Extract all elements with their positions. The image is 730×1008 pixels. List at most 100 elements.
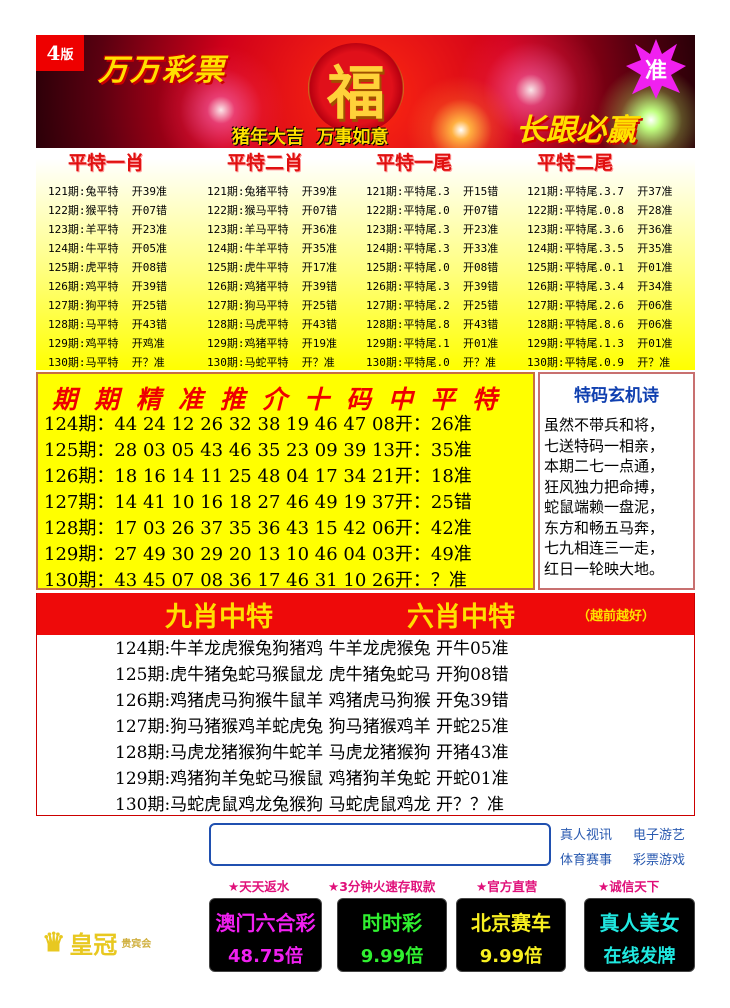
motto: 长跟必赢 bbox=[516, 113, 636, 148]
ten-code-row: 130期：43 45 07 08 36 17 46 31 10 26开：？准 bbox=[44, 570, 467, 591]
prediction-row: 127期:平特尾.2 开25错 bbox=[366, 299, 499, 312]
ten-code-row: 129期：27 49 30 29 20 13 10 46 04 03开：49准 bbox=[44, 544, 472, 565]
tag-rebate: ★天天返水 bbox=[228, 879, 290, 894]
prediction-row: 125期:虎平特 开08错 bbox=[48, 261, 167, 274]
poem-section: 特码玄机诗 虽然不带兵和将， 七送特码一相亲， 本期二七一点通， 狂风独力把命搏， 蛇鼠… bbox=[538, 372, 695, 590]
poem-line: 虽然不带兵和将， bbox=[544, 416, 665, 434]
crown-icon: ♛ bbox=[42, 927, 66, 958]
prediction-row: 130期:平特尾.0.9 开？准 bbox=[527, 356, 671, 369]
prediction-row: 127期:狗平特 开25错 bbox=[48, 299, 167, 312]
brand-title: 万万彩票 bbox=[98, 53, 226, 88]
zodiac-section: 九肖中特 六肖中特 （越前越好） 124期:牛羊龙虎猴兔狗猪鸡 牛羊龙虎猴兔 开… bbox=[36, 593, 695, 816]
poem-line: 东方和畅五马奔， bbox=[544, 518, 665, 537]
prediction-row: 126期:平特尾.3 开39错 bbox=[366, 280, 499, 293]
six-zodiac-title: 六肖中特 bbox=[407, 602, 515, 633]
promo-button-3[interactable]: 北京赛车 9.99倍 bbox=[456, 898, 566, 972]
prediction-row: 129期:鸡平特 开鸡准 bbox=[48, 337, 165, 350]
prediction-row: 124期:平特尾.3 开33准 bbox=[366, 242, 499, 255]
version-number: 4 bbox=[46, 41, 61, 65]
prediction-row: 130期:平特尾.0 开？准 bbox=[366, 356, 496, 369]
prediction-row: 123期:羊平特 开23准 bbox=[48, 223, 167, 236]
zodiac-row: 124期:牛羊龙虎猴兔狗猪鸡 牛羊龙虎猴兔 开牛05准 bbox=[115, 639, 509, 659]
tag-official: ★官方直营 bbox=[476, 879, 538, 894]
zodiac-header: 九肖中特 六肖中特 （越前越好） bbox=[37, 593, 694, 635]
link-sports[interactable]: 体育赛事 bbox=[560, 853, 613, 868]
prediction-row: 127期:平特尾.2.6 开06准 bbox=[527, 299, 673, 312]
prediction-row: 124期:牛羊平特 开35准 bbox=[207, 242, 337, 255]
column-title: 平特一肖 bbox=[68, 152, 145, 174]
accurate-star-badge: 准 bbox=[626, 39, 686, 99]
zodiac-row: 130期:马蛇虎鼠鸡龙兔猴狗 马蛇虎鼠鸡龙 开？？准 bbox=[115, 795, 504, 815]
zodiac-subtitle: （越前越好） bbox=[577, 609, 656, 624]
zodiac-row: 128期:马虎龙猪猴狗牛蛇羊 马虎龙猪猴狗 开猪43准 bbox=[115, 743, 509, 763]
link-lottery[interactable]: 彩票游戏 bbox=[633, 853, 686, 868]
prediction-row: 126期:鸡猪平特 开39错 bbox=[207, 280, 337, 293]
prediction-row: 122期:猴马平特 开07错 bbox=[207, 204, 337, 217]
column-title: 平特二尾 bbox=[537, 152, 614, 174]
ten-code-row: 124期：44 24 12 26 32 38 19 46 47 08开：26准 bbox=[44, 414, 472, 435]
prediction-row: 121期:兔猪平特 开39准 bbox=[207, 185, 337, 198]
ten-code-title: 期期精准推介十码中平特 bbox=[52, 385, 515, 414]
prediction-row: 123期:平特尾.3.6 开36准 bbox=[527, 223, 673, 236]
promo-odds: 9.99倍 bbox=[360, 946, 424, 967]
promo-title: 澳门六合彩 bbox=[215, 911, 316, 935]
poem-line: 本期二七一点通， bbox=[544, 457, 665, 475]
ten-code-section: 期期精准推介十码中平特 124期：44 24 12 26 32 38 19 46… bbox=[36, 372, 535, 591]
promo-odds: 在线发牌 bbox=[603, 946, 676, 967]
column-2: 平特二肖 121期:兔猪平特 开39准 122期:猴马平特 开07错 123期:羊马平… bbox=[207, 148, 337, 372]
column-3: 平特一尾 121期:平特尾.3 开15错 122期:平特尾.0 开07错 123期:平… bbox=[366, 148, 498, 372]
column-title: 平特二肖 bbox=[227, 152, 304, 174]
prediction-row: 129期:平特尾.1.3 开01准 bbox=[527, 337, 673, 350]
prediction-row: 125期:虎牛平特 开17准 bbox=[207, 261, 337, 274]
promo-title: 时时彩 bbox=[362, 911, 422, 935]
poem-line: 七九相连三一走， bbox=[544, 539, 665, 557]
ad-input-box[interactable] bbox=[209, 823, 551, 866]
link-live-video[interactable]: 真人视讯 bbox=[560, 828, 613, 843]
prediction-row: 121期:兔平特 开39准 bbox=[48, 185, 167, 198]
logo-subtext: 贵宾会 bbox=[121, 939, 152, 950]
version-label: 版 bbox=[60, 47, 74, 63]
prediction-row: 122期:平特尾.0 开07错 bbox=[366, 204, 499, 217]
prediction-row: 121期:平特尾.3.7 开37准 bbox=[527, 185, 673, 198]
prediction-row: 129期:鸡猪平特 开19准 bbox=[207, 337, 337, 350]
zodiac-row: 127期:狗马猪猴鸡羊蛇虎兔 狗马猪猴鸡羊 开蛇25准 bbox=[115, 717, 509, 737]
prediction-row: 126期:鸡平特 开39错 bbox=[48, 280, 167, 293]
ten-code-row: 128期：17 03 26 37 35 36 43 15 42 06开：42准 bbox=[44, 518, 472, 539]
prediction-row: 124期:平特尾.3.5 开35准 bbox=[527, 242, 673, 255]
promo-title: 北京赛车 bbox=[471, 911, 551, 935]
promo-odds: 9.99倍 bbox=[479, 946, 543, 967]
promo-button-2[interactable]: 时时彩 9.99倍 bbox=[337, 898, 447, 972]
prediction-row: 125期:平特尾.0 开08错 bbox=[366, 261, 499, 274]
prediction-row: 121期:平特尾.3 开15错 bbox=[366, 185, 499, 198]
link-e-games[interactable]: 电子游艺 bbox=[633, 828, 686, 843]
prediction-row: 123期:平特尾.3 开23准 bbox=[366, 223, 499, 236]
ten-code-row: 125期：28 03 05 43 46 35 23 09 39 13开：35准 bbox=[44, 440, 472, 461]
promo-button-4[interactable]: 真人美女 在线发牌 bbox=[584, 898, 695, 972]
prediction-row: 127期:狗马平特 开25错 bbox=[207, 299, 337, 312]
four-column-predictions: 平特一肖 121期:兔平特 开39准 122期:猴平特 开07错 123期:羊平特 开… bbox=[36, 148, 695, 370]
promo-odds: 48.75倍 bbox=[228, 946, 303, 967]
fu-emblem: 福 bbox=[308, 43, 404, 133]
prediction-row: 122期:猴平特 开07错 bbox=[48, 204, 167, 217]
promo-title: 真人美女 bbox=[599, 911, 680, 935]
column-title: 平特一尾 bbox=[376, 152, 453, 174]
logo-text: 皇冠 bbox=[69, 930, 118, 959]
prediction-row: 123期:羊马平特 开36准 bbox=[207, 223, 337, 236]
prediction-row: 122期:平特尾.0.8 开28准 bbox=[527, 204, 673, 217]
prediction-row: 128期:马虎平特 开43错 bbox=[207, 318, 337, 331]
prediction-row: 124期:牛平特 开05准 bbox=[48, 242, 167, 255]
zodiac-row: 129期:鸡猪狗羊兔蛇马猴鼠 鸡猪狗羊兔蛇 开蛇01准 bbox=[115, 769, 509, 789]
poem-line: 蛇鼠端赖一盘泥， bbox=[544, 498, 665, 516]
column-4: 平特二尾 121期:平特尾.3.7 开37准 122期:平特尾.0.8 开28准 12… bbox=[527, 148, 672, 372]
promo-button-1[interactable]: 澳门六合彩 48.75倍 bbox=[209, 898, 322, 972]
prediction-row: 130期:马平特 开？准 bbox=[48, 356, 165, 369]
tag-integrity: ★诚信天下 bbox=[598, 879, 660, 894]
zodiac-row: 125期:虎牛猪兔蛇马猴鼠龙 虎牛猪兔蛇马 开狗08错 bbox=[115, 665, 509, 685]
poem-line: 红日一轮映大地。 bbox=[544, 559, 665, 578]
prediction-row: 130期:马蛇平特 开？准 bbox=[207, 356, 335, 369]
poem-title: 特码玄机诗 bbox=[574, 386, 659, 406]
slogan: 猪年大吉 万事如意 bbox=[232, 127, 389, 148]
prediction-row: 128期:平特尾.8 开43错 bbox=[366, 318, 499, 331]
poem-line: 七送特码一相亲， bbox=[544, 436, 665, 455]
